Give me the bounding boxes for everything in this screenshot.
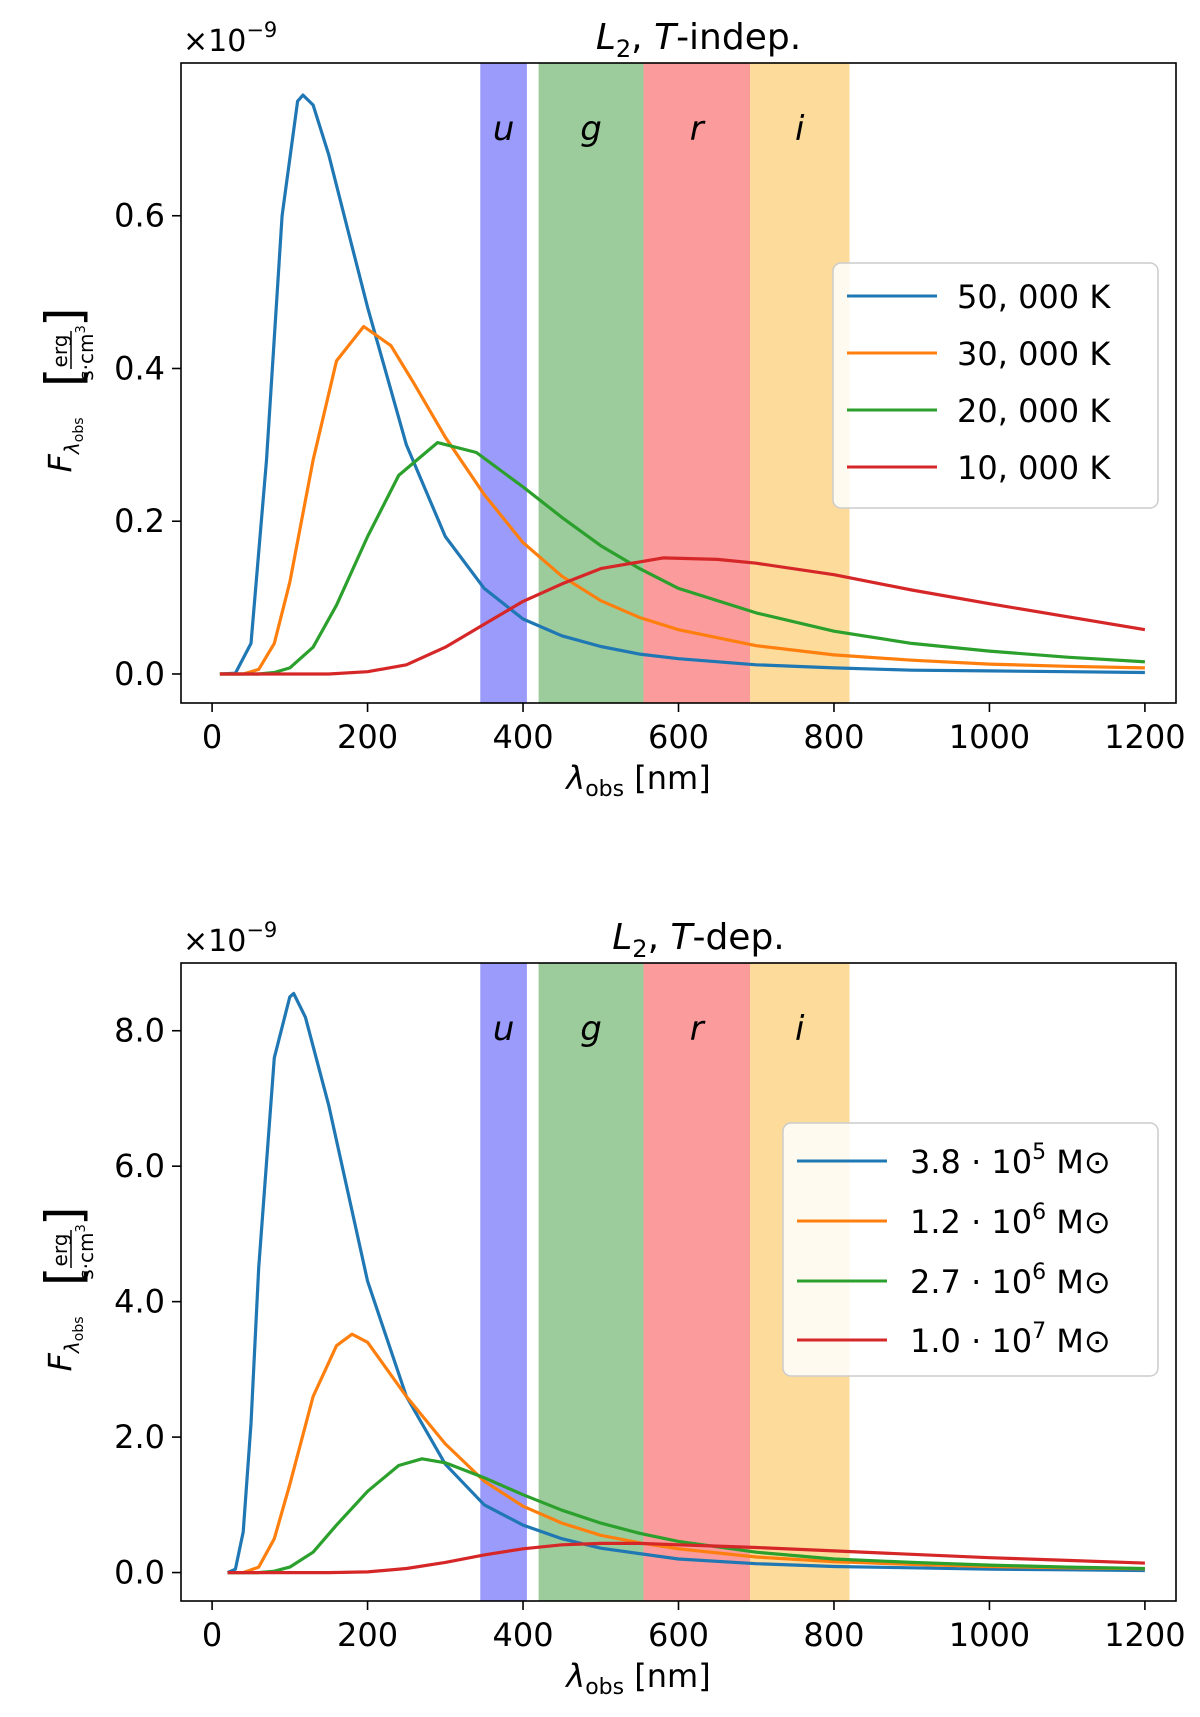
- top-band-g: [538, 63, 644, 703]
- top-legend-entry: 30, 000 K: [847, 335, 1111, 373]
- top-x-tick-label: 1200: [1104, 718, 1185, 756]
- bottom-y-axis-label: Fλobs [ erg s·cm3 ]: [35, 1206, 98, 1371]
- top-x-tick-label: 600: [648, 718, 709, 756]
- bottom-x-tick-label: 200: [337, 1616, 398, 1654]
- top-band-label-u: u: [493, 109, 515, 149]
- top-band-u: [480, 63, 527, 703]
- bottom-legend-label: 1.0 · 107 M⊙: [910, 1319, 1111, 1360]
- bottom-y-tick-label: 4.0: [114, 1283, 165, 1321]
- bottom-y-tick-label: 8.0: [114, 1012, 165, 1050]
- bottom-y-label-symbol: Fλobs: [41, 1317, 87, 1372]
- top-legend: 50, 000 K 30, 000 K 20, 000 K 10, 000 K: [832, 262, 1159, 509]
- bottom-band-label-g: g: [580, 1009, 602, 1049]
- top-chart-panel: 0 200 400 600 800 1000 1200 0.0 0.2 0.4 0.6 L2, T…: [35, 17, 1186, 802]
- bottom-series-line-1: [227, 1332, 1145, 1575]
- top-y-axis-label: Fλobs [ erg s·cm3 ]: [35, 307, 98, 472]
- top-series-line-2: [219, 441, 1145, 676]
- bottom-legend-box: [782, 1122, 1159, 1377]
- top-legend-label: 20, 000 K: [957, 392, 1111, 430]
- top-legend-entry: 50, 000 K: [847, 278, 1111, 316]
- top-y-label-denominator: s·cm3: [74, 325, 98, 381]
- top-series-line-1: [219, 324, 1145, 676]
- bottom-series-line-3: [227, 1541, 1145, 1575]
- bottom-offset-multiplier: ×10−9: [183, 918, 277, 959]
- top-y-tick-label: 0.0: [114, 655, 165, 693]
- top-legend-box: [832, 262, 1159, 509]
- bottom-x-axis-label: λobs [nm]: [564, 1657, 710, 1700]
- top-legend-label: 50, 000 K: [957, 278, 1111, 316]
- top-y-ticks: 0.0 0.2 0.4 0.6: [114, 197, 181, 693]
- bottom-y-tick-label: 6.0: [114, 1147, 165, 1185]
- top-offset-multiplier: ×10−9: [183, 18, 277, 59]
- bottom-chart-panel: 0 200 400 600 800 1000 1200 0.0 2.0 4.0 6.0 8.0 L2…: [35, 917, 1186, 1700]
- top-legend-entry: 20, 000 K: [847, 392, 1111, 430]
- bottom-x-tick-label: 1200: [1104, 1616, 1185, 1654]
- bottom-y-label-denominator: s·cm3: [74, 1224, 98, 1280]
- bottom-y-ticks: 0.0 2.0 4.0 6.0 8.0: [114, 1012, 181, 1592]
- bottom-legend-entry: 3.8 · 105 M⊙: [797, 1140, 1111, 1181]
- top-legend-entry: 10, 000 K: [847, 449, 1111, 487]
- bottom-legend-entry: 1.2 · 106 M⊙: [797, 1200, 1111, 1241]
- bottom-y-label-numerator: erg: [48, 1234, 72, 1267]
- bottom-band-label-r: r: [690, 1009, 706, 1049]
- top-series-line-3: [219, 556, 1146, 676]
- bottom-x-tick-label: 400: [492, 1616, 553, 1654]
- top-x-tick-label: 800: [803, 718, 864, 756]
- bottom-band-r: [643, 963, 751, 1601]
- top-x-tick-label: 200: [337, 718, 398, 756]
- bottom-x-tick-label: 0: [202, 1616, 222, 1654]
- top-band-labels: u g r i: [493, 109, 805, 149]
- top-y-label-bracket-close: ]: [35, 307, 93, 327]
- bottom-x-tick-label: 800: [803, 1616, 864, 1654]
- bottom-legend-label: 3.8 · 105 M⊙: [910, 1140, 1111, 1181]
- top-x-ticks: 0 200 400 600 800 1000 1200: [202, 703, 1186, 756]
- bottom-chart-title: L2, T-dep.: [612, 917, 785, 963]
- top-y-label-numerator: erg: [48, 335, 72, 368]
- bottom-x-ticks: 0 200 400 600 800 1000 1200: [202, 1601, 1186, 1654]
- top-y-tick-label: 0.6: [114, 197, 165, 235]
- top-x-tick-label: 1000: [949, 718, 1030, 756]
- top-x-tick-label: 400: [492, 718, 553, 756]
- bottom-x-tick-label: 600: [648, 1616, 709, 1654]
- bottom-series-line-0: [226, 991, 1145, 1575]
- top-band-r: [643, 63, 751, 703]
- top-y-tick-label: 0.2: [114, 502, 165, 540]
- bottom-series-group: [226, 991, 1145, 1575]
- top-legend-label: 30, 000 K: [957, 335, 1111, 373]
- bottom-band-g: [538, 963, 644, 1601]
- top-band-label-r: r: [690, 109, 706, 149]
- bottom-y-tick-label: 2.0: [114, 1418, 165, 1456]
- top-chart-title: L2, T-indep.: [596, 17, 801, 63]
- bottom-band-labels: u g r i: [493, 1009, 805, 1049]
- bottom-legend-label: 1.2 · 106 M⊙: [910, 1200, 1111, 1241]
- top-band-label-g: g: [580, 109, 602, 149]
- top-series-group: [219, 93, 1146, 676]
- top-x-tick-label: 0: [202, 718, 222, 756]
- top-band-label-i: i: [795, 109, 805, 149]
- top-y-label-symbol: Fλobs: [41, 418, 87, 473]
- top-x-axis-label: λobs [nm]: [564, 759, 710, 802]
- top-series-line-0: [219, 93, 1145, 676]
- top-y-label-bracket-open: [: [35, 367, 93, 387]
- bottom-legend-entry: 2.7 · 106 M⊙: [797, 1260, 1111, 1301]
- bottom-legend-entry: 1.0 · 107 M⊙: [797, 1319, 1111, 1360]
- bottom-y-tick-label: 0.0: [114, 1554, 165, 1592]
- top-band-group: [480, 63, 850, 703]
- bottom-legend: 3.8 · 105 M⊙ 1.2 · 106 M⊙ 2.7 · 106 M⊙ 1…: [782, 1122, 1159, 1377]
- bottom-x-tick-label: 1000: [949, 1616, 1030, 1654]
- bottom-band-label-u: u: [493, 1009, 515, 1049]
- top-legend-label: 10, 000 K: [957, 449, 1111, 487]
- bottom-y-label-bracket-open: [: [35, 1266, 93, 1286]
- bottom-y-label-bracket-close: ]: [35, 1206, 93, 1226]
- bottom-band-label-i: i: [795, 1009, 805, 1049]
- bottom-legend-label: 2.7 · 106 M⊙: [910, 1260, 1111, 1301]
- bottom-series-line-2: [227, 1457, 1145, 1575]
- top-y-tick-label: 0.4: [114, 349, 165, 387]
